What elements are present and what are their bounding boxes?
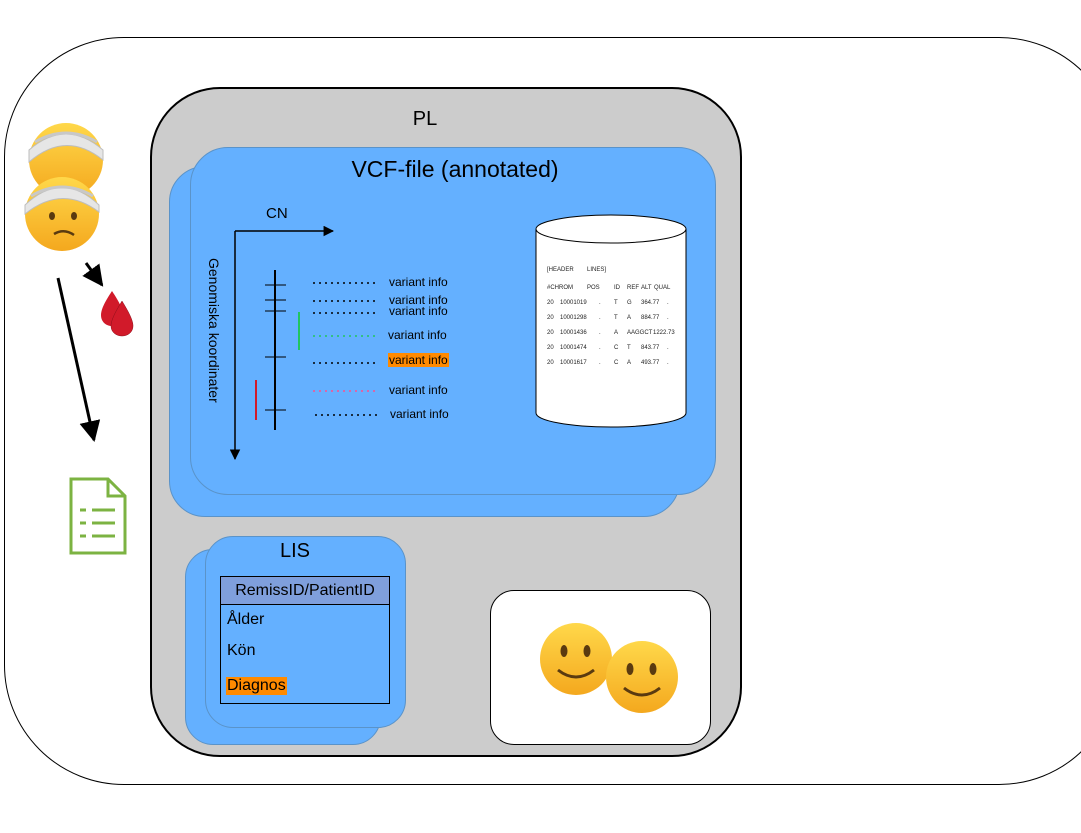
variant-info-label: variant info (389, 293, 448, 307)
bandaged-face-icon (28, 123, 104, 197)
vcf-cell: . (599, 315, 601, 321)
vcf-cell: . (667, 315, 669, 321)
vcf-title: VCF-file (annotated) (351, 156, 559, 182)
vcf-cell: 20 (547, 315, 554, 321)
variant-info-label: variant info (390, 407, 449, 421)
vcf-cell: T (627, 345, 631, 351)
vcf-column-header: QUAL (654, 285, 671, 291)
vcf-cell: . (599, 330, 601, 336)
arrow-to-blood (82, 262, 104, 287)
lis-table-header: RemissID/PatientID (220, 576, 390, 605)
vcf-cell: A (627, 315, 632, 321)
vcf-column-header: ID (614, 285, 620, 291)
vcf-cell: 884.77 (641, 315, 660, 321)
vcf-cell: 20 (547, 300, 554, 306)
vcf-column-header: #CHROM (547, 285, 574, 291)
bandaged-face-icon (24, 177, 100, 251)
pl-label: PL (412, 108, 438, 130)
vcf-cell: . (667, 345, 669, 351)
vcf-cell: . (667, 300, 669, 306)
vcf-column-header: ALT (641, 285, 652, 291)
variant-info-label: variant info (388, 328, 447, 342)
chromosome-line (265, 270, 286, 430)
lis-card (205, 536, 406, 728)
vcf-cell: C (614, 360, 619, 366)
vcf-cell: 20 (547, 330, 554, 336)
lis-row-age: Ålder (227, 611, 265, 628)
vcf-cell: T (614, 300, 618, 306)
vcf-cell: 364.77 (641, 300, 660, 306)
variant-info-label: variant info (389, 275, 448, 289)
vcf-cell: . (599, 300, 601, 306)
vcf-cell: 10001474 (560, 345, 587, 351)
vcf-cell: A (627, 360, 632, 366)
vcf-cell: A (614, 330, 619, 336)
lis-row-diagnosis: Diagnos (226, 677, 287, 695)
vcf-header-label: [HEADER (547, 267, 574, 273)
vcf-cell: 10001436 (560, 330, 587, 336)
lis-label: LIS (279, 540, 311, 562)
vcf-cell: 10001298 (560, 315, 587, 321)
vcf-cell: . (599, 360, 601, 366)
arrow-to-document (56, 277, 101, 443)
vcf-column-header: POS (587, 285, 600, 291)
vcf-cell: T (614, 315, 618, 321)
vcf-cell: 843.77 (641, 345, 660, 351)
vcf-cell: 1222.73 (653, 330, 675, 336)
vcf-column-header: REF (627, 285, 639, 291)
lis-row-sex: Kön (227, 642, 256, 659)
vcf-cell: 10001019 (560, 300, 587, 306)
vcf-cell: 493.77 (641, 360, 660, 366)
document-icon (69, 477, 127, 555)
variant-info-highlighted: variant info (388, 353, 449, 367)
smiley-face-icon (606, 641, 678, 713)
vcf-cell: C (614, 345, 619, 351)
vcf-cell: 20 (547, 345, 554, 351)
blood-drops-icon (101, 291, 134, 337)
vcf-cell: . (599, 345, 601, 351)
vcf-cell: 20 (547, 360, 554, 366)
vcf-cell: G (627, 300, 632, 306)
vcf-header-label: LINES] (587, 267, 607, 273)
variant-info-label: variant info (389, 304, 448, 318)
vcf-cell: . (667, 360, 669, 366)
variant-info-label: variant info (389, 383, 448, 397)
cn-axis-label: CN (266, 205, 288, 222)
smiley-face-icon (540, 623, 612, 695)
vcf-database-cylinder (535, 214, 687, 428)
variant-dots (313, 282, 377, 416)
vcf-cell: AAGGCT (627, 330, 653, 336)
axes (229, 225, 335, 461)
vcf-cell: 10001617 (560, 360, 587, 366)
